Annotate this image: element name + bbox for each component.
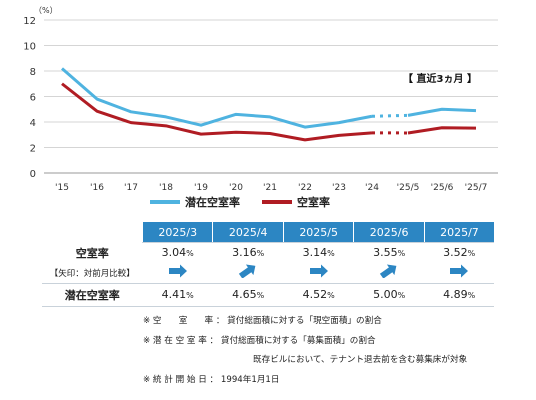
x-tick-label: '18 (159, 183, 173, 193)
line-chart: 0 2 4 6 8 10 12（%） '15 '16 '17 '18 '19 '20 '21 '22 '23 '… (23, 6, 498, 209)
flat-arrow-icon (450, 264, 469, 278)
series-line-recent (407, 126, 477, 135)
flat-arrow-icon (168, 264, 187, 278)
y-tick-label: 6 (30, 93, 36, 104)
flat-arrow-icon (309, 264, 328, 278)
up-arrow-icon (239, 264, 256, 278)
trend-arrow-icon (142, 262, 213, 284)
potential-value: 4.52% (283, 283, 354, 307)
potential-value: 4.89% (424, 283, 494, 307)
footnote-potential-detail: 既存ビルにおいて、テナント退去前を含む募集床が対象 (253, 355, 468, 365)
footnotes: ※ 空 室 率 ： 貸付総面積に対する「現空面積」の割合 ※ 潜 在 空 室 率… (143, 312, 467, 390)
x-tick-label: '24 (365, 183, 379, 193)
potential-label: 潜在空室率 (42, 283, 143, 307)
y-tick-label: 10 (23, 42, 36, 53)
series-line-recent (407, 107, 477, 117)
trend-arrow-icon (353, 262, 425, 284)
table-corner (42, 222, 143, 243)
trend-arrow-icon (283, 262, 354, 284)
x-tick-label: '25/7 (465, 183, 488, 193)
vacancy-value: 3.55% (373, 246, 406, 260)
series-line (61, 82, 373, 142)
legend-label: 潜在空室率 (185, 195, 240, 209)
x-tick-label: '20 (229, 183, 243, 193)
table-header-row: 2025/3 2025/4 2025/5 2025/6 2025/7 (42, 222, 494, 243)
month-header: 2025/6 (353, 222, 425, 243)
vacancy-value: 3.14% (302, 246, 335, 260)
y-tick-label: 2 (30, 144, 36, 155)
y-tick-label: 12 (23, 16, 36, 27)
x-tick-label: '23 (332, 183, 346, 193)
x-tick-label: '17 (124, 183, 138, 193)
vacancy-label: 空室率 (75, 246, 109, 260)
month-header: 2025/7 (423, 222, 494, 243)
y-tick-label: 4 (30, 118, 36, 129)
potential-row: 潜在空室率 4.41% 4.65% 4.52% 5.00% 4.89% (42, 283, 494, 307)
y-tick-label: 0 (30, 169, 36, 180)
x-tick-label: '19 (194, 183, 208, 193)
footnote-start-date: ※ 統 計 開 始 日 ： 1994年1月1日 (143, 374, 280, 385)
x-tick-label: '21 (263, 183, 277, 193)
arrow-legend-label: 【矢印：対前月比較】 (42, 262, 143, 284)
month-header: 2025/4 (212, 222, 284, 243)
rate-table: 2025/3 2025/4 2025/5 2025/6 2025/7 空室率 3… (42, 222, 494, 307)
vacancy-row: 空室率 3.04% 3.16% 3.14% 3.55% 3.52% (42, 243, 494, 263)
footnote-vacancy: ※ 空 室 率 ： 貸付総面積に対する「現空面積」の割合 (143, 316, 382, 326)
x-tick-label: '25/6 (431, 183, 454, 193)
legend-label: 空室率 (297, 195, 330, 209)
recent-annotation: 【 直近3ヵ月 】 (403, 72, 477, 85)
potential-value: 5.00% (353, 283, 425, 307)
arrow-row: 【矢印：対前月比較】 (42, 262, 494, 284)
vacancy-value: 3.52% (443, 246, 476, 260)
trend-arrow-icon (424, 262, 494, 284)
potential-value: 4.41% (142, 283, 213, 307)
x-tick-label: '25/5 (397, 183, 420, 193)
month-header: 2025/3 (141, 222, 213, 243)
footnote-potential: ※ 潜 在 空 室 率 ： 貸付総面積に対する「募集面積」の割合 (143, 335, 376, 346)
y-unit-label: （%） (34, 6, 58, 15)
x-tick-label: '16 (90, 183, 104, 193)
series-gap-dotted (371, 113, 409, 118)
y-tick-label: 8 (30, 67, 36, 78)
series-line (61, 67, 373, 129)
trend-arrow-icon (212, 262, 284, 284)
x-tick-label: '15 (55, 183, 69, 193)
x-tick-label: '22 (298, 183, 312, 193)
vacancy-value: 3.16% (232, 246, 265, 260)
up-arrow-icon (380, 264, 397, 278)
vacancy-value: 3.04% (161, 246, 194, 260)
month-header: 2025/5 (282, 222, 354, 243)
potential-value: 4.65% (212, 283, 284, 307)
